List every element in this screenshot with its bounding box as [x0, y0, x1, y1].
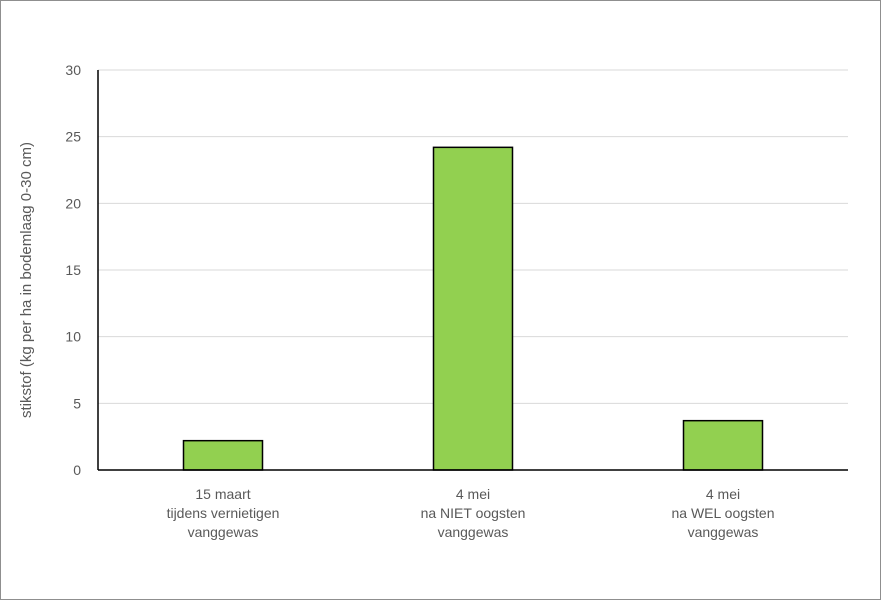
x-category-labels: 15 maart tijdens vernietigen vanggewas 4 me…	[167, 486, 775, 540]
y-tick-labels: 0 5 10 15 20 25 30	[65, 62, 81, 478]
x-category-label: 4 mei na NIET oogsten vanggewas	[421, 486, 526, 540]
x-category-label: 15 maart tijdens vernietigen vanggewas	[167, 486, 280, 540]
x-category-label: 4 mei na WEL oogsten vanggewas	[672, 486, 775, 540]
y-tick-label: 10	[65, 329, 81, 345]
y-axis-label: stikstof (kg per ha in bodemlaag 0-30 cm…	[18, 142, 35, 418]
axes	[97, 70, 848, 471]
y-tick-label: 25	[65, 129, 81, 145]
y-tick-label: 20	[65, 195, 81, 211]
y-tick-label: 30	[65, 62, 81, 78]
bar	[432, 146, 514, 471]
y-tick-label: 15	[65, 262, 81, 278]
bars	[182, 146, 764, 471]
y-tick-label: 0	[73, 462, 81, 478]
bar	[682, 419, 764, 471]
y-tick-label: 5	[73, 395, 81, 411]
bar	[182, 439, 264, 471]
